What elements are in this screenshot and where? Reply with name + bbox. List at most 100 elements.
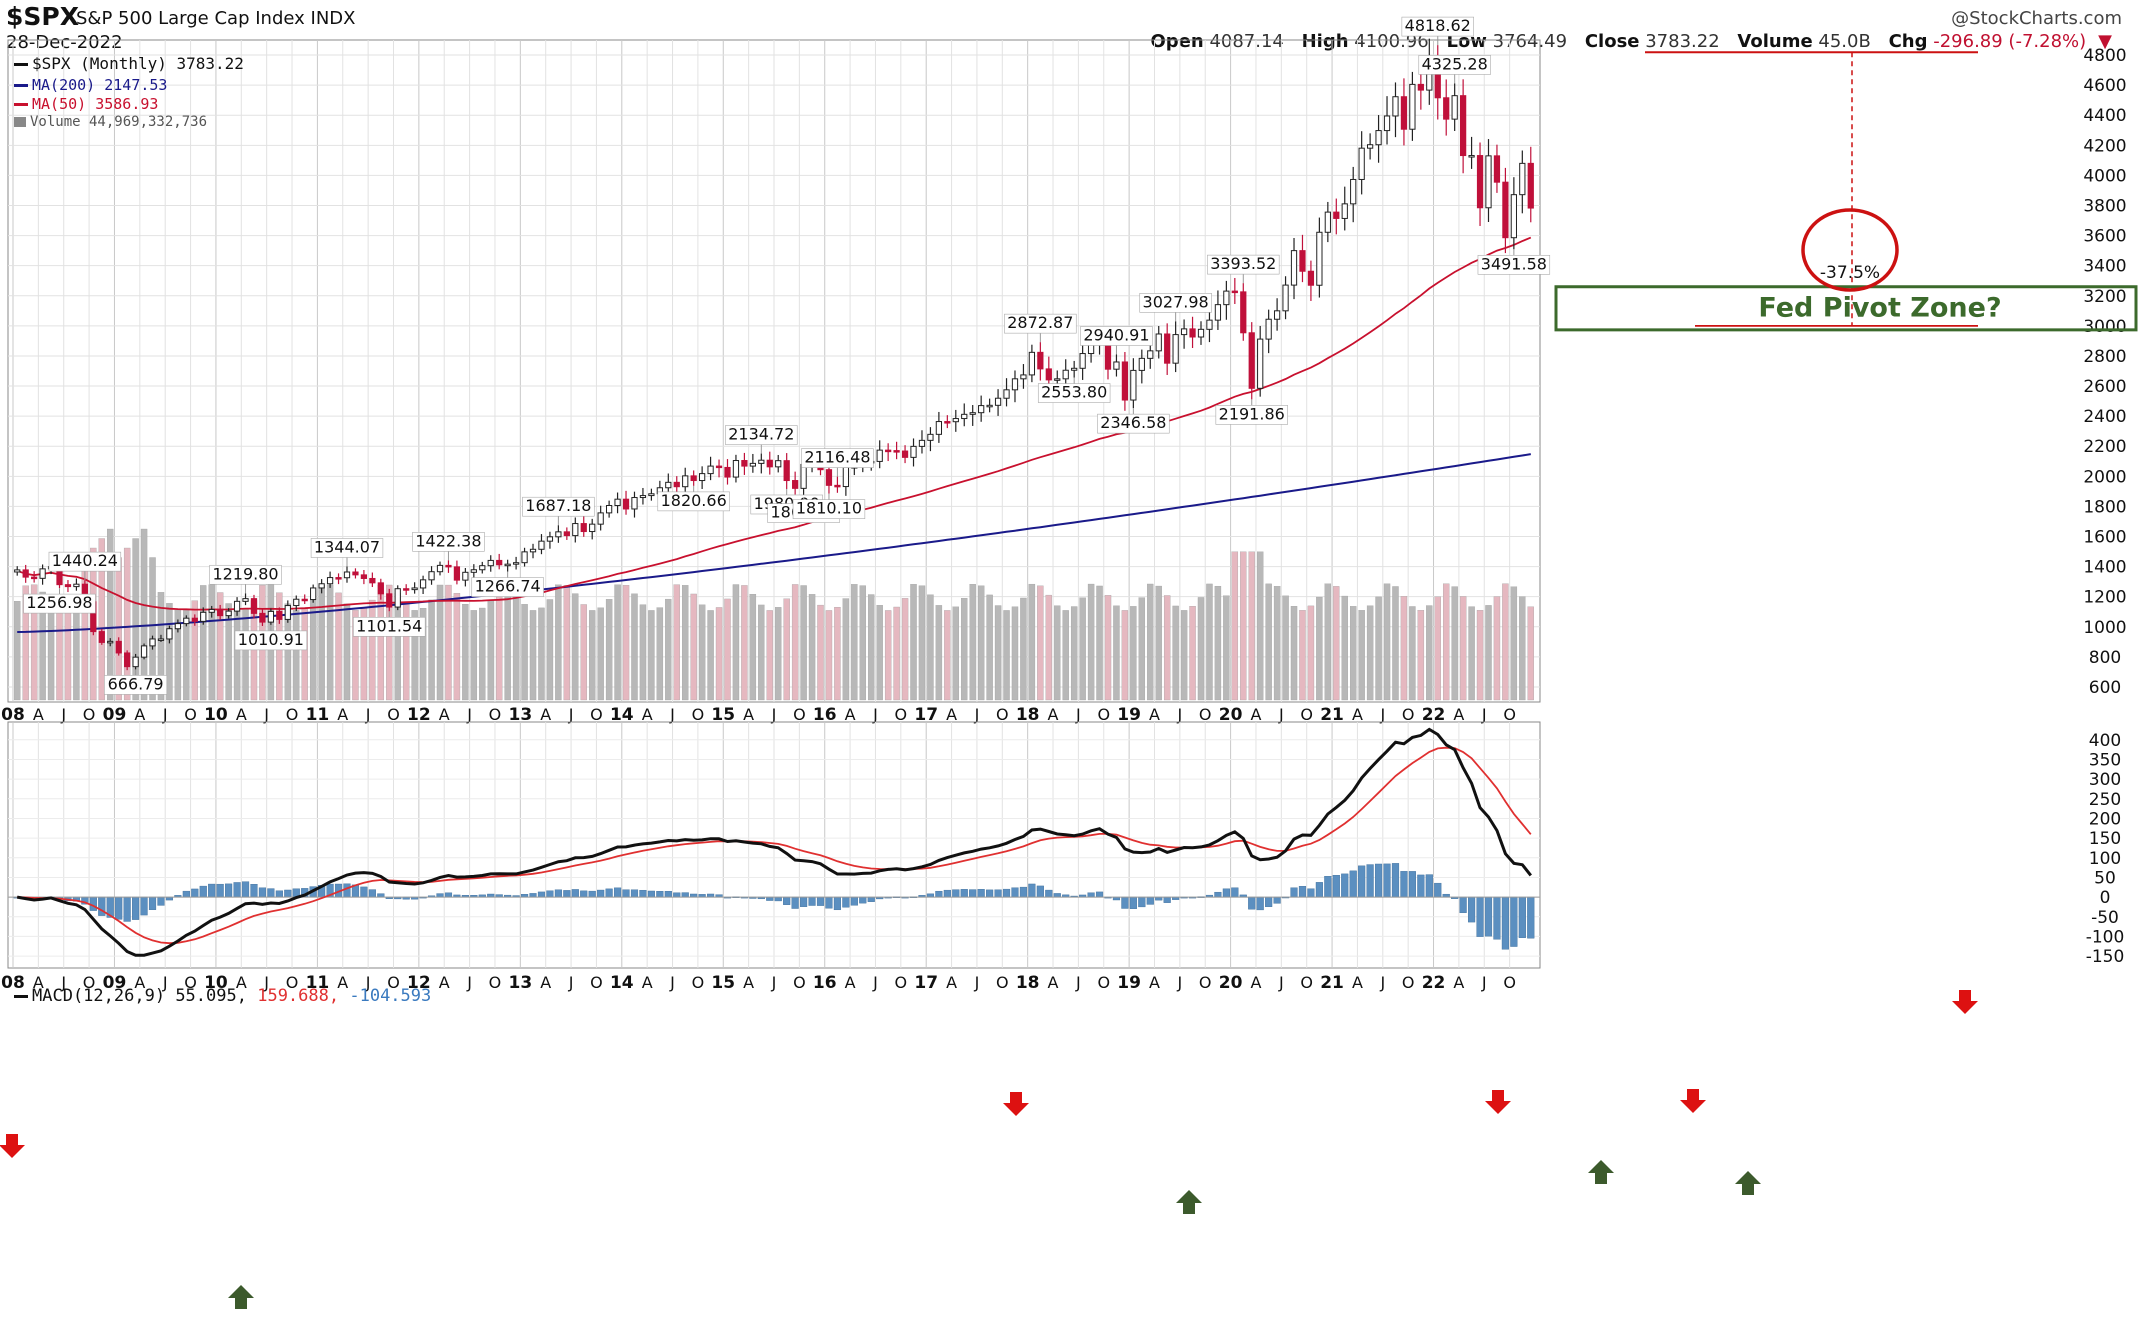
price-x-tick-label: A (33, 705, 44, 724)
candle-body (259, 612, 266, 623)
macd-swatch (14, 994, 28, 998)
volume-bar (140, 528, 148, 701)
macd-histogram-bar (208, 883, 216, 898)
price-x-tick-label: A (337, 705, 348, 724)
volume-bar (419, 608, 427, 701)
volume-bar (808, 594, 816, 701)
volume-bar (56, 610, 63, 701)
volume-bar (1062, 610, 1069, 701)
macd-histogram-bar (1273, 896, 1281, 904)
price-y-tick-label: 800 (2089, 648, 2121, 668)
candle-body (267, 610, 275, 623)
candle-body (944, 421, 951, 424)
volume-bar (1409, 606, 1416, 701)
candle-body (428, 571, 435, 581)
volume-bar (563, 585, 571, 701)
price-x-tick-label: A (743, 705, 754, 724)
candle-body (22, 569, 29, 578)
macd-x-tick-label: A (1048, 973, 1059, 992)
volume-bar (1180, 610, 1188, 701)
candle-body (250, 598, 258, 614)
volume-bar (1527, 606, 1534, 701)
macd-histogram-bar (986, 889, 994, 898)
volume-bar (538, 607, 545, 701)
price-annotation: 2872.87 (1007, 313, 1073, 332)
volume-bar (698, 604, 706, 701)
price-y-tick-label: 2600 (2083, 377, 2126, 397)
candle-body (580, 523, 587, 533)
price-x-tick-label: J (974, 705, 980, 724)
price-y-tick-label: 1000 (2083, 618, 2126, 638)
volume-bar (436, 584, 444, 701)
macd-histogram-bar (1434, 882, 1442, 898)
volume-bar (817, 604, 824, 701)
volume-bar (22, 585, 29, 701)
macd-x-tick-label: O (1097, 973, 1110, 992)
legend-macd-label: MACD(12,26,9) (32, 986, 166, 1006)
macd-histogram-bar (1121, 896, 1129, 909)
macd-x-tick-label: J (466, 973, 472, 992)
candle-body (1451, 95, 1458, 120)
macd-y-tick-label: -150 (2086, 947, 2125, 967)
macd-histogram-bar (1501, 896, 1509, 950)
volume-bar (1206, 583, 1213, 701)
macd-x-tick-label: 18 (1016, 973, 1040, 993)
macd-x-tick-label: A (33, 973, 44, 992)
ma200-swatch (14, 84, 28, 87)
price-y-tick-label: 4800 (2083, 46, 2126, 66)
volume-bar (1358, 610, 1365, 701)
candle-body (200, 611, 207, 622)
price-annotation: 3491.58 (1481, 254, 1547, 273)
macd-x-tick-label: A (337, 973, 348, 992)
candle-body (318, 583, 325, 589)
volume-bar (1087, 583, 1095, 701)
macd-y-tick-label: 400 (2089, 731, 2121, 751)
volume-bar (1282, 595, 1289, 701)
candle-body (546, 536, 554, 542)
candle-body (1028, 351, 1036, 376)
volume-bar (369, 599, 376, 701)
macd-x-tick-label: J (771, 973, 777, 992)
candle-body (1350, 178, 1357, 205)
candle-body (64, 584, 72, 588)
price-x-tick-label: J (1177, 705, 1183, 724)
macd-x-tick-label: 12 (407, 973, 431, 993)
candle-body (910, 445, 917, 458)
candle-body (1071, 367, 1078, 371)
high-label: High (1301, 31, 1349, 52)
macd-histogram-bar (1425, 874, 1433, 898)
volume-bar (132, 538, 139, 701)
macd-histogram-bar (199, 885, 207, 898)
price-x-tick-label: 13 (508, 705, 532, 725)
volume-bar (1290, 606, 1298, 701)
macd-histogram-bar (225, 883, 233, 898)
candle-body (1358, 147, 1365, 180)
candle-body (952, 418, 959, 423)
symbol-description: S&P 500 Large Cap Index INDX (76, 8, 355, 29)
candle-body (1054, 378, 1061, 381)
macd-x-tick-label: 21 (1320, 973, 1344, 993)
volume-bar (1366, 605, 1374, 701)
macd-x-tick-label: 09 (103, 973, 127, 993)
price-x-tick-label: 19 (1117, 705, 1141, 725)
macd-histogram-bar (656, 891, 664, 898)
macd-x-tick-label: A (439, 973, 450, 992)
candle-body (1257, 338, 1264, 389)
candle-body (825, 469, 833, 486)
volume-bar (766, 610, 773, 701)
macd-histogram-bar (89, 896, 97, 911)
macd-histogram-bar (766, 896, 774, 901)
candle-body (1400, 96, 1408, 130)
decline-label: -37.5% (1820, 263, 1880, 283)
volume-bar (14, 601, 21, 701)
price-annotation: 1266.74 (475, 577, 541, 596)
candle-body (115, 640, 122, 654)
price-annotation: 3393.52 (1210, 254, 1276, 273)
macd-x-tick-label: A (1149, 973, 1160, 992)
macd-histogram-bar (360, 886, 368, 898)
legend-ma50: MA(50) 3586.93 (14, 95, 158, 113)
volume-bar (1392, 586, 1399, 701)
price-annotation: 1219.80 (212, 564, 278, 583)
volume-bar (682, 585, 689, 701)
macd-x-tick-label: J (162, 973, 168, 992)
